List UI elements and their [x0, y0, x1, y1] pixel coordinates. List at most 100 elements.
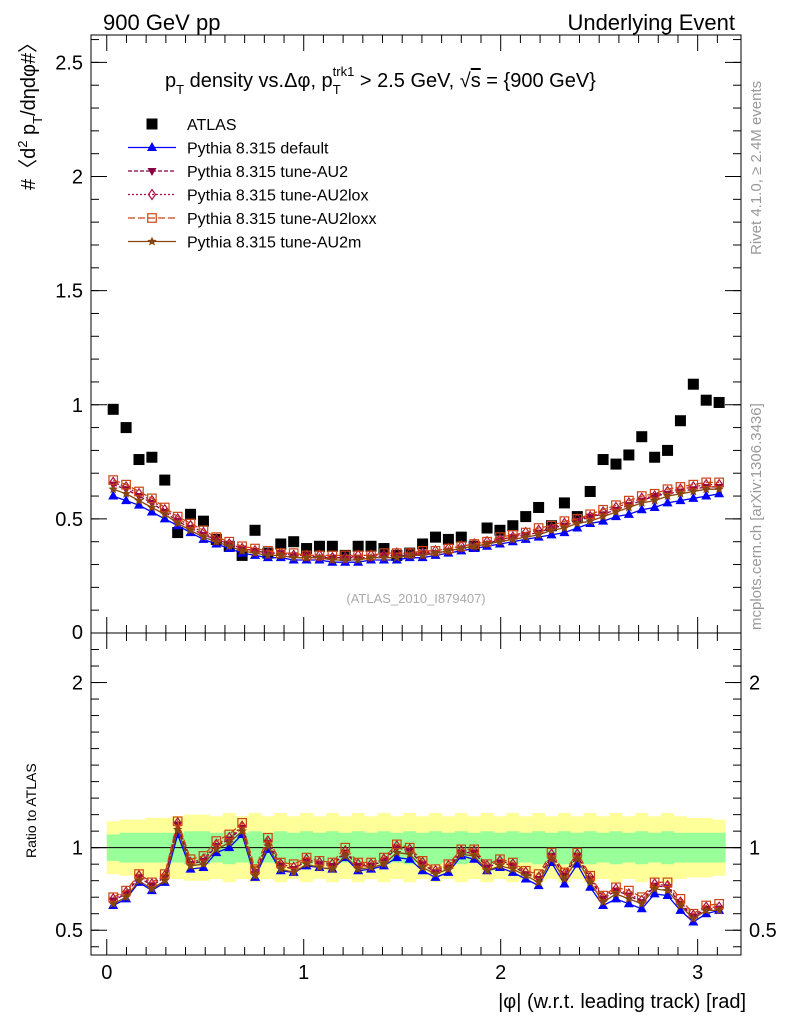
atlas-point [623, 449, 635, 461]
mc-point [405, 547, 414, 560]
title-s: s [471, 70, 481, 92]
title-trk1: trk1 [333, 64, 355, 79]
mc-point [662, 497, 673, 507]
atlas-point [597, 454, 609, 466]
header-right: Underlying Event [567, 10, 735, 35]
mc-point [688, 492, 699, 502]
legend-entry: Pythia 8.315 tune-AU2loxx [128, 211, 376, 228]
ratio-point [301, 859, 312, 869]
atlas-point [674, 415, 686, 427]
ratio-point [392, 847, 402, 857]
legend-entry: ATLAS [146, 117, 237, 134]
ratio-point [198, 861, 209, 871]
mc-point [159, 513, 170, 523]
main-title: pT density vs.Δφ, pTtrk1 > 2.5 GeV, √s =… [165, 64, 596, 97]
ratio-point [572, 854, 583, 864]
mc-point [623, 508, 634, 518]
legend-marker [147, 142, 157, 151]
ratio-point [637, 898, 647, 908]
title-T2: T [333, 82, 341, 97]
ratio-point [624, 893, 634, 903]
mc-point [108, 484, 118, 494]
mc-point [443, 545, 454, 555]
ratio-point [417, 865, 428, 875]
mc-point [572, 518, 583, 528]
atlas-point [584, 485, 596, 497]
mc-point [301, 552, 312, 562]
xtick-label: 1 [298, 962, 309, 984]
title-T: T [176, 82, 184, 97]
atlas-point [365, 540, 377, 552]
ratio-point [521, 870, 531, 880]
xtick-label: 3 [692, 962, 703, 984]
ratio-point [572, 858, 583, 868]
ratio-series-line [112, 818, 720, 915]
mc-point [366, 549, 376, 562]
mc-point [624, 502, 634, 512]
mc-point [714, 488, 725, 498]
atlas-point [713, 396, 725, 408]
legend-marker [147, 188, 157, 201]
ratio-panel: 0.5 0.5 1 1 2 2 0 1 2 3 Ratio to ATLAS |φ| (w.r.t… [23, 632, 777, 1013]
mc-point [598, 511, 608, 521]
mc-point [263, 550, 273, 560]
main-ytick-label: 1 [72, 395, 83, 417]
ratio-point [404, 853, 415, 863]
ratio-axes: 0.5 0.5 1 1 2 2 0 1 2 3 [55, 632, 777, 984]
ratio-point [546, 854, 557, 864]
mc-point [430, 548, 441, 558]
ratio-point [314, 862, 325, 872]
ratio-frame [90, 632, 742, 956]
atlas-point [494, 524, 506, 536]
series-line [112, 479, 720, 557]
title-density: density vs.Δφ, p [184, 70, 333, 92]
atlas-point [197, 515, 209, 527]
ratio-point [675, 904, 686, 914]
legend-entry: Pythia 8.315 default [128, 141, 329, 158]
mc-point [444, 542, 453, 555]
ratio-ytick-label-right: 1 [749, 838, 760, 860]
atlas-point [636, 431, 648, 443]
legend-label: Pythia 8.315 default [187, 141, 329, 158]
mc-point [508, 534, 518, 544]
xtick-label: 2 [495, 962, 506, 984]
mc-point [688, 486, 699, 496]
atlas-point [275, 538, 287, 550]
mc-point [302, 549, 311, 562]
ratio-point [649, 883, 660, 893]
ratio-point [327, 864, 338, 874]
xtick-label: 0 [101, 962, 112, 984]
ratio-point [391, 852, 402, 862]
main-ytick-label: 2.5 [55, 52, 83, 74]
ratio-ytick-label-right: 2 [749, 673, 760, 695]
mc-point [611, 507, 621, 517]
ratio-point [533, 877, 544, 887]
atlas-point [662, 444, 674, 456]
atlas-point [507, 520, 519, 532]
ratio-point [495, 860, 505, 870]
mc-point [276, 547, 286, 560]
atlas-point [520, 511, 532, 523]
mc-point [495, 536, 505, 546]
mc-point [185, 525, 196, 535]
ratio-point [714, 905, 724, 915]
ratio-point [598, 897, 608, 907]
mc-point [559, 527, 570, 537]
mc-point [546, 525, 557, 535]
mc-point [456, 543, 466, 553]
mc-point [572, 522, 583, 532]
legend-label: Pythia 8.315 tune-AU2loxx [187, 211, 376, 228]
atlas-point [430, 531, 441, 543]
ratio-point [250, 870, 260, 880]
atlas-point [649, 451, 661, 463]
atlas-point [687, 378, 699, 390]
main-zero-label: 0 [72, 622, 83, 644]
legend-entry: Pythia 8.315 tune-AU2m [128, 235, 361, 252]
series-line [112, 481, 720, 559]
mc-point [469, 541, 479, 551]
legend-entry: Pythia 8.315 tune-AU2lox [128, 188, 368, 205]
mc-point [237, 545, 247, 555]
legend-marker [147, 236, 157, 246]
mc-point [675, 495, 686, 505]
